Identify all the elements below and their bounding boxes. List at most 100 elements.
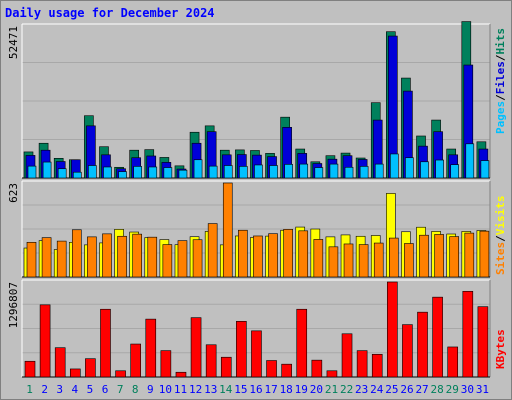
x-tick-label: 2 [41, 383, 48, 396]
bar-sites [283, 229, 293, 278]
bar-kbytes [477, 306, 489, 378]
bar-pages [269, 165, 278, 179]
bar-kbytes [417, 311, 428, 378]
bar-kbytes [341, 333, 353, 378]
x-tick-label: 21 [325, 383, 338, 396]
bar-pages [359, 166, 369, 179]
bar-sites [434, 234, 444, 278]
bar-pages [435, 159, 444, 179]
bar-sites [298, 230, 309, 278]
bar-sites [26, 241, 37, 278]
bar-sites [162, 244, 173, 278]
bar-kbytes [24, 360, 36, 378]
x-tick-label: 30 [461, 383, 474, 396]
bar-pages [344, 166, 354, 179]
x-tick-label: 4 [72, 383, 79, 396]
bar-sites [253, 235, 263, 278]
bar-kbytes [190, 317, 202, 378]
bar-kbytes [266, 360, 277, 378]
bar-sites [479, 230, 490, 278]
bar-sites [177, 240, 188, 278]
bar-sites [41, 237, 52, 278]
x-tick-label: 5 [87, 383, 94, 396]
bar-kbytes [145, 318, 157, 378]
bar-pages [42, 161, 52, 179]
x-tick-label: 25 [385, 383, 398, 396]
x-tick-label: 19 [295, 383, 308, 396]
x-tick-label: 24 [370, 383, 384, 396]
bar-kbytes [100, 308, 111, 378]
bar-pages [284, 164, 293, 179]
bar-sites [87, 236, 97, 278]
x-tick-label: 3 [56, 383, 63, 396]
bar-kbytes [447, 346, 459, 378]
bar-pages [390, 153, 399, 179]
bar-pages [405, 157, 414, 179]
bar-kbytes [311, 359, 323, 378]
x-tick-label: 7 [117, 383, 124, 396]
x-tick-label: 16 [249, 383, 262, 396]
x-tick-label: 9 [147, 383, 154, 396]
bar-kbytes [462, 290, 474, 378]
bar-pages [420, 161, 429, 179]
x-tick-label: 31 [476, 383, 489, 396]
bar-sites [117, 235, 127, 278]
x-tick-label: 29 [446, 383, 459, 396]
x-tick-label: 26 [400, 383, 413, 396]
bar-pages [450, 164, 460, 179]
bar-sites [147, 236, 158, 278]
bar-pages [299, 163, 309, 179]
bar-sites [328, 246, 339, 278]
x-tick-label: 18 [280, 383, 293, 396]
bar-pages [103, 166, 112, 179]
bar-kbytes [220, 356, 232, 378]
bar-kbytes [175, 371, 187, 378]
bar-pages [239, 166, 248, 179]
x-tick-label: 23 [355, 383, 368, 396]
bar-pages [208, 165, 218, 179]
legend-sites: Sites [494, 241, 507, 275]
bar-kbytes [296, 308, 308, 378]
x-tick-label: 27 [415, 383, 428, 396]
bar-pages [480, 160, 490, 179]
legend-hits: Hits [494, 28, 507, 55]
bar-pages [148, 166, 158, 179]
bar-sites [358, 244, 369, 278]
x-tick-label: 10 [159, 383, 172, 396]
y-max-label: 623 [7, 183, 20, 203]
bar-sites [71, 229, 82, 278]
legend-pages-files-hits: Pages/Files/Hits [494, 28, 507, 134]
bar-kbytes [356, 350, 368, 378]
bar-pages [329, 163, 339, 179]
x-tick-label: 22 [340, 383, 353, 396]
bar-sites [192, 239, 203, 278]
bar-sites [222, 182, 233, 278]
bar-sites [207, 223, 218, 278]
x-tick-label: 1 [26, 383, 33, 396]
x-tick-label: 28 [431, 383, 444, 396]
legend-sites-visits: Sites/Visits [494, 196, 507, 276]
legend-separator: / [494, 94, 507, 101]
bar-pages [178, 169, 188, 179]
bar-kbytes [115, 370, 126, 378]
bar-sites [343, 243, 354, 278]
bar-sites [238, 229, 248, 278]
bar-pages [314, 167, 324, 179]
bar-kbytes [39, 304, 51, 378]
legend-kbytes: KBytes [494, 329, 507, 369]
bar-sites [268, 233, 278, 278]
bar-kbytes [326, 370, 338, 378]
bar-pages [374, 163, 384, 179]
bar-sites [449, 236, 460, 278]
bar-kbytes [85, 358, 96, 378]
legend-kbytes-label: KBytes [494, 329, 507, 369]
bar-pages [133, 166, 142, 179]
y-max-label: 52471 [7, 26, 20, 59]
bar-pages [72, 171, 82, 179]
bar-kbytes [387, 281, 398, 378]
bar-kbytes [69, 368, 81, 378]
bar-kbytes [251, 330, 262, 378]
bar-kbytes [236, 321, 247, 378]
bar-kbytes [281, 363, 292, 378]
legend-pages: Pages [494, 100, 507, 134]
